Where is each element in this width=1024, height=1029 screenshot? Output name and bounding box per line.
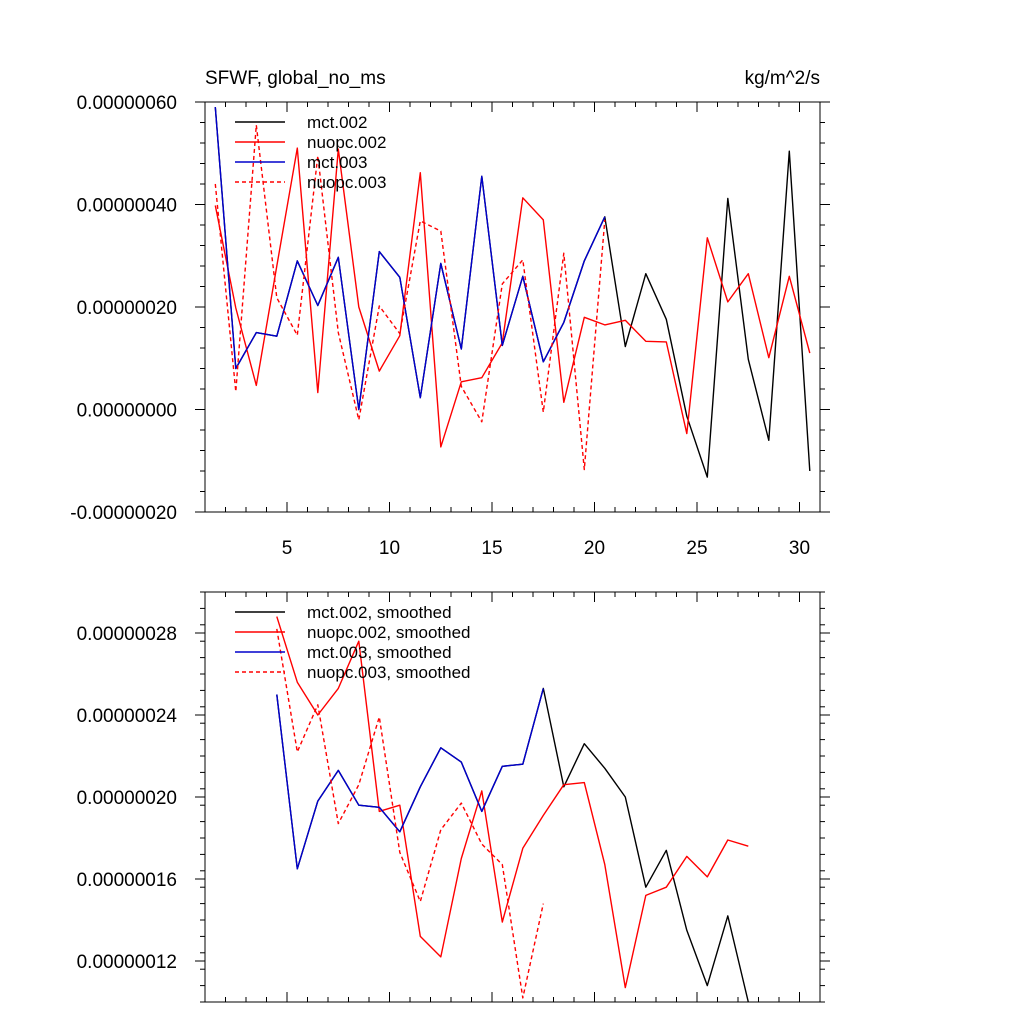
legend-label-1: mct.002, smoothed <box>307 603 452 622</box>
series-line-3 <box>276 688 544 870</box>
chart-title: SFWF, global_no_ms <box>205 68 386 89</box>
series-line-1 <box>276 687 749 1003</box>
y-tick-label: 0.00000060 <box>77 93 177 114</box>
x-tick-label: 15 <box>481 538 502 559</box>
series-line-1 <box>214 107 811 478</box>
chart-units: kg/m^2/s <box>745 68 820 89</box>
series-line-2 <box>276 616 749 989</box>
y-tick-label: 0.00000012 <box>77 952 177 973</box>
chart-panel-2: 0.00000028 0.00000024 0.00000020 0.00000016… <box>77 591 830 1003</box>
legend-label-3: mct.003 <box>307 153 367 172</box>
plot-frame <box>204 591 821 1003</box>
legend-label-2: nuopc.002 <box>307 133 386 152</box>
y-tick-label: -0.00000020 <box>70 503 177 524</box>
legend-label-2: nuopc.002, smoothed <box>307 623 471 642</box>
y-tick-label: 0.00000020 <box>77 788 177 809</box>
y-tick-label: 0.00000020 <box>77 298 177 319</box>
y-tick-label: 0.00000028 <box>77 624 177 645</box>
x-tick-label: 25 <box>686 538 707 559</box>
chart-panel-1: 5 10 15 20 25 30 0.00000060 0.00000040 0.0000002… <box>70 68 830 559</box>
series-line-3 <box>214 107 606 411</box>
legend-label-3: mct.003, smoothed <box>307 643 452 662</box>
x-tick-label: 30 <box>789 538 810 559</box>
y-tick-label: 0.00000016 <box>77 870 177 891</box>
series-line-4 <box>214 124 606 471</box>
legend-label-1: mct.002 <box>307 113 367 132</box>
x-tick-label: 5 <box>282 538 293 559</box>
plot-frame <box>204 101 821 513</box>
legend-label-4: nuopc.003, smoothed <box>307 663 471 682</box>
x-tick-label: 20 <box>584 538 605 559</box>
y-tick-label: 0.00000040 <box>77 196 177 217</box>
x-tick-label: 10 <box>379 538 400 559</box>
series-line-2 <box>214 147 811 448</box>
legend-label-4: nuopc.003 <box>307 173 386 192</box>
y-tick-label: 0.00000024 <box>77 706 178 727</box>
series-line-4 <box>276 628 544 999</box>
y-tick-label: 0.00000000 <box>77 401 177 422</box>
